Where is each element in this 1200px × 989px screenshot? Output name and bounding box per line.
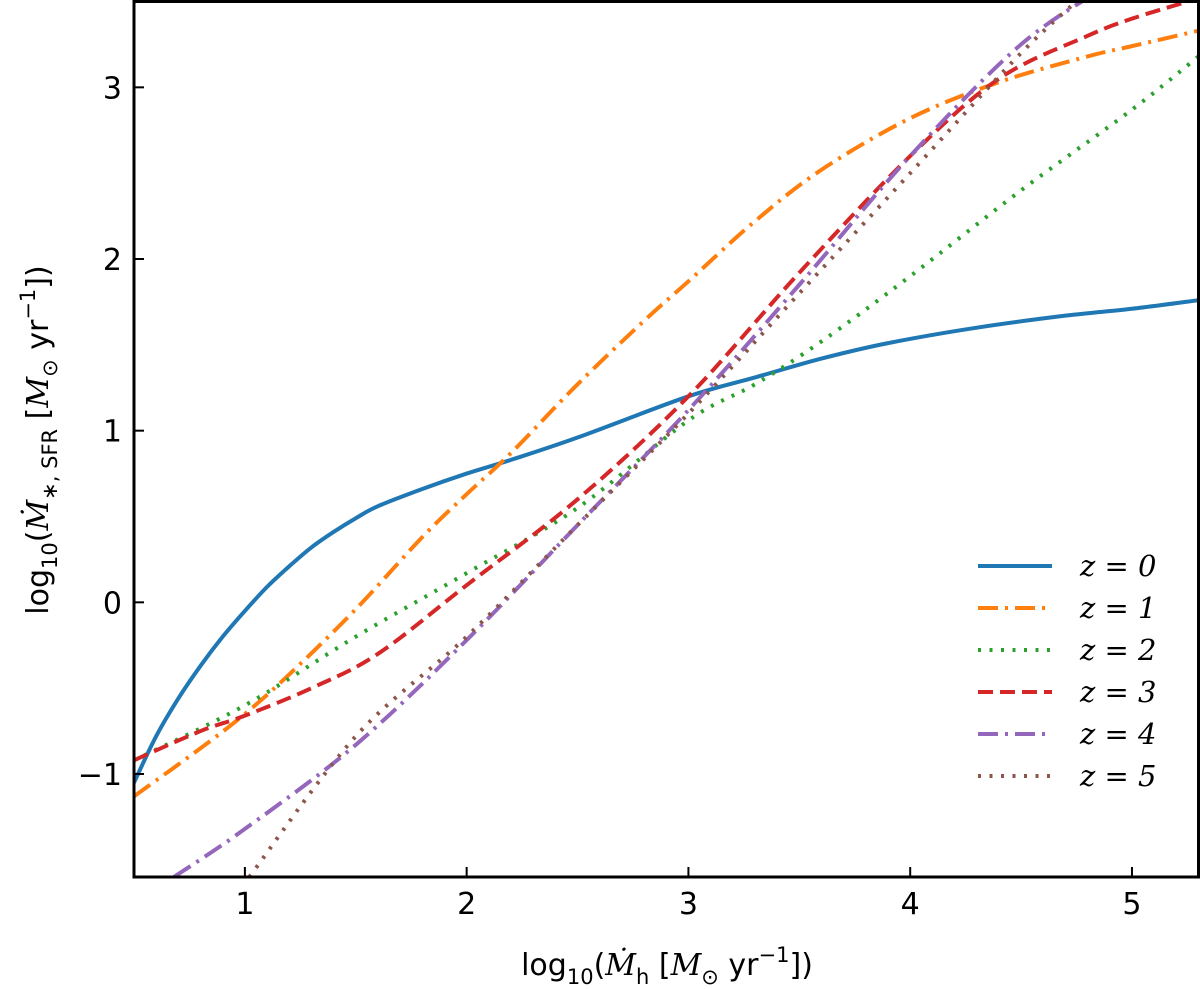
x-tick-label: 5	[1122, 887, 1141, 922]
x-tick-label: 4	[901, 887, 920, 922]
y-tick-label: −1	[78, 758, 122, 793]
series-line-z1	[134, 28, 1199, 798]
series-line-z5	[247, 0, 1082, 877]
legend-label-z4: z = 4	[1079, 717, 1156, 751]
y-tick-label: 3	[103, 71, 122, 106]
tick-labels-layer: 1 2 3 4 5 −1 0 1 2 3	[78, 71, 1142, 922]
series-layer	[134, 0, 1200, 877]
series-line-z3	[134, 0, 1200, 763]
plot-frame	[132, 0, 1200, 879]
x-axis-label: log10(Ṁh [M⊙ yr−1])	[521, 943, 813, 989]
y-tick-label: 0	[103, 586, 122, 621]
series-line-z0	[134, 298, 1199, 784]
legend-label-z3: z = 3	[1079, 675, 1156, 709]
legend-label-z1: z = 1	[1079, 591, 1156, 625]
y-tick-label: 2	[103, 243, 122, 278]
series-line-z4	[172, 0, 1089, 877]
series-line-z2	[134, 54, 1200, 763]
x-tick-label: 2	[457, 887, 476, 922]
svg-text:log10(Ṁh [M⊙ yr−1]): log10(Ṁh [M⊙ yr−1])	[521, 943, 813, 989]
x-tick-label: 1	[235, 887, 254, 922]
legend-label-z5: z = 5	[1079, 759, 1156, 793]
x-tick-label: 3	[679, 887, 698, 922]
ticks-layer	[134, 86, 1133, 877]
y-axis-label: log10(Ṁ∗, SFR [M⊙ yr−1])	[16, 265, 62, 614]
legend-label-z2: z = 2	[1079, 633, 1156, 667]
legend: z = 0 z = 1 z = 2 z = 3 z = 4 z = 5	[978, 549, 1156, 793]
y-tick-label: 1	[103, 415, 122, 450]
legend-label-z0: z = 0	[1079, 549, 1156, 583]
svg-text:log10(Ṁ∗, SFR [M⊙ yr−1]): log10(Ṁ∗, SFR [M⊙ yr−1])	[16, 265, 62, 614]
